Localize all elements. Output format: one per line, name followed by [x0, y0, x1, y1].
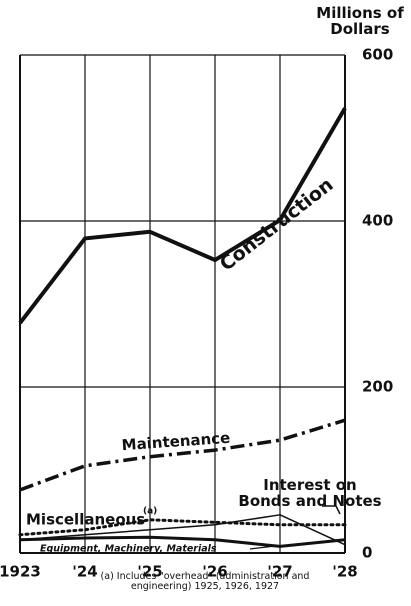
series-line	[19, 514, 346, 546]
series-line	[19, 418, 346, 492]
x-tick-label: '28	[332, 563, 357, 581]
y-tick-label: 200	[362, 378, 393, 396]
y-tick-label: 400	[362, 212, 393, 230]
series-label: Construction	[216, 174, 338, 276]
x-tick-label: '26	[202, 563, 227, 581]
footnote-marker: (a)	[143, 507, 157, 517]
series-line	[19, 535, 346, 548]
leader-arrow	[322, 505, 341, 515]
series-label: Miscellaneous	[26, 511, 145, 529]
series-label: Interest on Bonds and Notes	[238, 476, 382, 510]
y-tick-label: 0	[362, 544, 372, 562]
series-line	[18, 518, 347, 537]
y-axis-label: Millions of Dollars	[316, 4, 404, 38]
x-tick-label: 1923	[0, 563, 41, 581]
x-tick-label: '27	[267, 563, 292, 581]
x-tick-label: '24	[72, 563, 97, 581]
footnote: (a) Includes "overhead" (administration …	[100, 571, 310, 592]
x-tick-label: '25	[137, 563, 162, 581]
leader-arrow	[249, 545, 276, 550]
series-line	[18, 107, 347, 325]
series-label: Equipment, Machinery, Materials	[40, 544, 217, 555]
y-tick-label: 600	[362, 46, 393, 64]
